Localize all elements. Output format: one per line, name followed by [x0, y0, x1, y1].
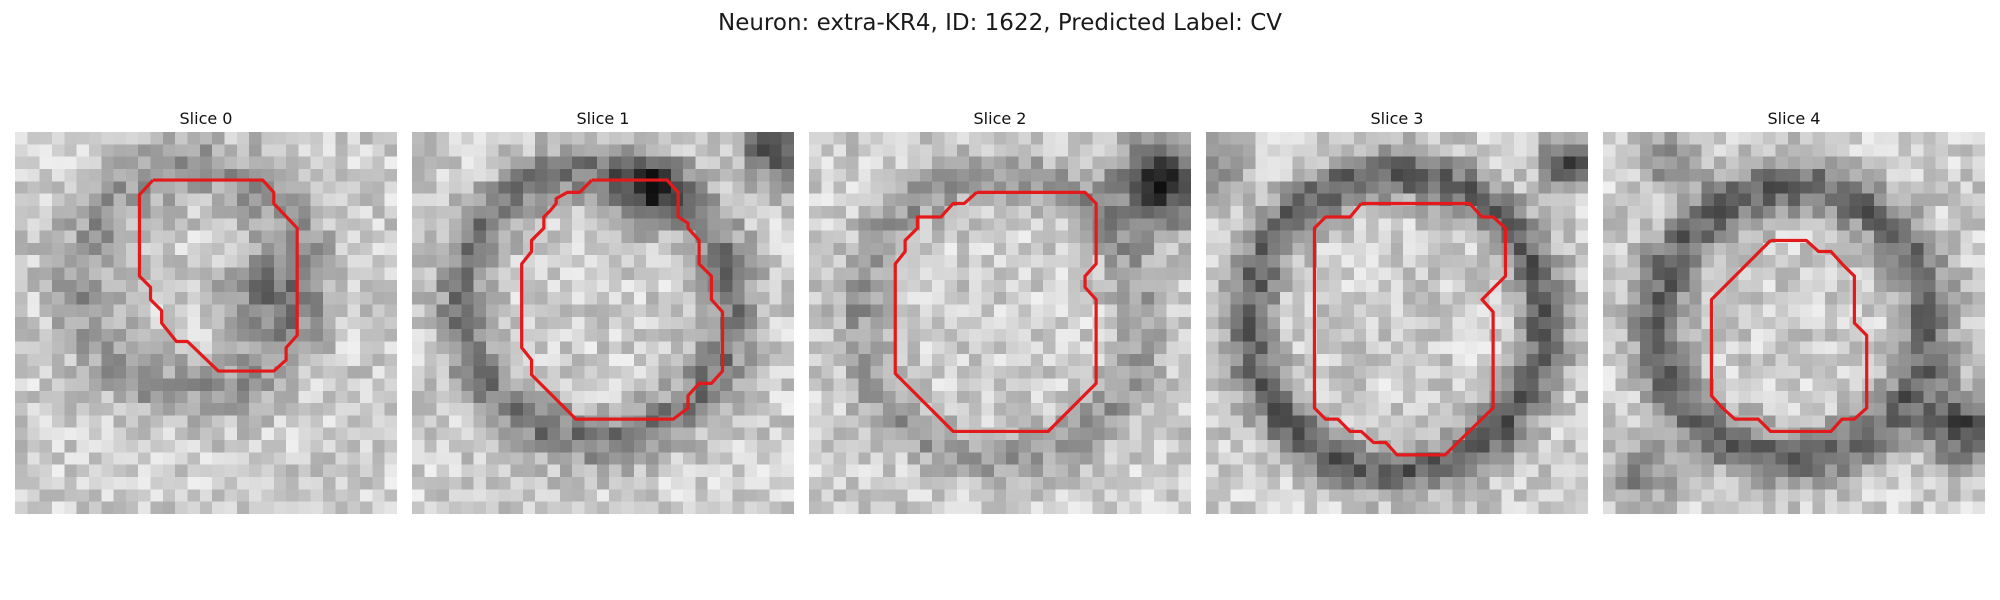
slice-image: [809, 132, 1191, 514]
grayscale-pixel-grid: [412, 132, 794, 514]
grayscale-pixel-grid: [1206, 132, 1588, 514]
segmentation-contour: [1312, 201, 1508, 457]
grayscale-pixel-grid: [15, 132, 397, 514]
segmentation-contour: [137, 178, 299, 373]
slice-panel-1: Slice 1: [412, 108, 794, 514]
grayscale-pixel-grid: [1603, 132, 1985, 514]
slice-title: Slice 2: [973, 109, 1027, 128]
slice-panel-4: Slice 4: [1603, 108, 1985, 514]
slice-panel-3: Slice 3: [1206, 108, 1588, 514]
slice-image: [15, 132, 397, 514]
segmentation-contour: [520, 178, 725, 421]
slice-image: [412, 132, 794, 514]
slice-title: Slice 4: [1767, 109, 1821, 128]
slice-panel-2: Slice 2: [809, 108, 1191, 514]
slice-title: Slice 0: [179, 109, 233, 128]
slice-panel-0: Slice 0: [15, 108, 397, 514]
slice-title: Slice 3: [1370, 109, 1424, 128]
segmentation-contour: [1709, 238, 1869, 434]
segmentation-contour: [893, 190, 1098, 434]
slice-image: [1603, 132, 1985, 514]
slice-image: [1206, 132, 1588, 514]
grayscale-pixel-grid: [809, 132, 1191, 514]
figure-title: Neuron: extra-KR4, ID: 1622, Predicted L…: [717, 10, 1283, 36]
slice-title: Slice 1: [576, 109, 630, 128]
